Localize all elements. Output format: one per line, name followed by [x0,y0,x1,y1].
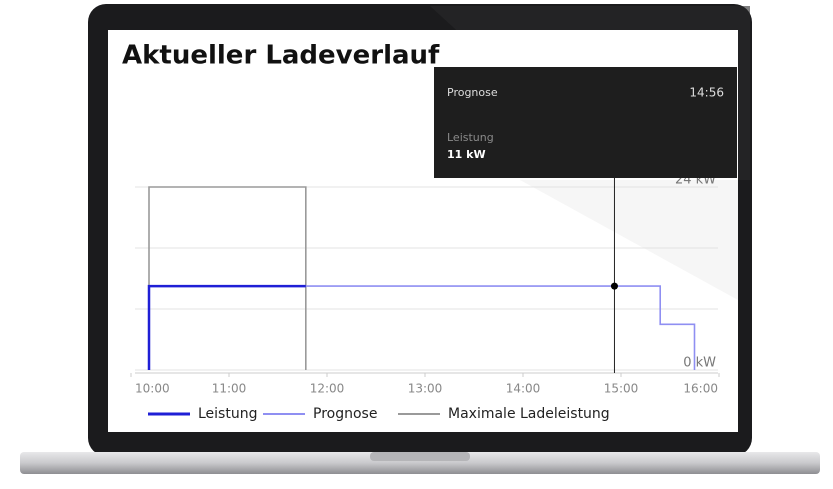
legend-label: Maximale Ladeleistung [448,406,610,422]
x-tick-label: 12:00 [310,382,345,396]
x-tick-label: 13:00 [408,382,443,396]
x-tick-label: 11:00 [212,382,247,396]
x-tick-label: 15:00 [604,382,639,396]
tooltip-time: 14:56 [689,86,724,100]
legend-label: Leistung [198,406,257,422]
chart-title: Aktueller Ladeverlauf [122,41,440,71]
laptop-notch [370,452,470,461]
y-tick-label: 0 kW [683,356,716,371]
tooltip-value: 11 kW [447,148,486,161]
legend-label: Prognose [313,406,377,422]
laptop-screenshot: Aktueller Ladeverlauf 0 kW24 kW10:0011:0… [0,0,833,485]
x-tick-label: 10:00 [135,382,170,396]
page: Aktueller Ladeverlauf 0 kW24 kW10:0011:0… [0,0,833,485]
tooltip-label: Leistung [447,131,494,144]
cursor-dot [611,283,618,290]
tooltip-series: Prognose [447,86,498,99]
x-tick-label: 16:00 [683,382,718,396]
x-tick-label: 14:00 [506,382,541,396]
tooltip-box [434,67,737,178]
